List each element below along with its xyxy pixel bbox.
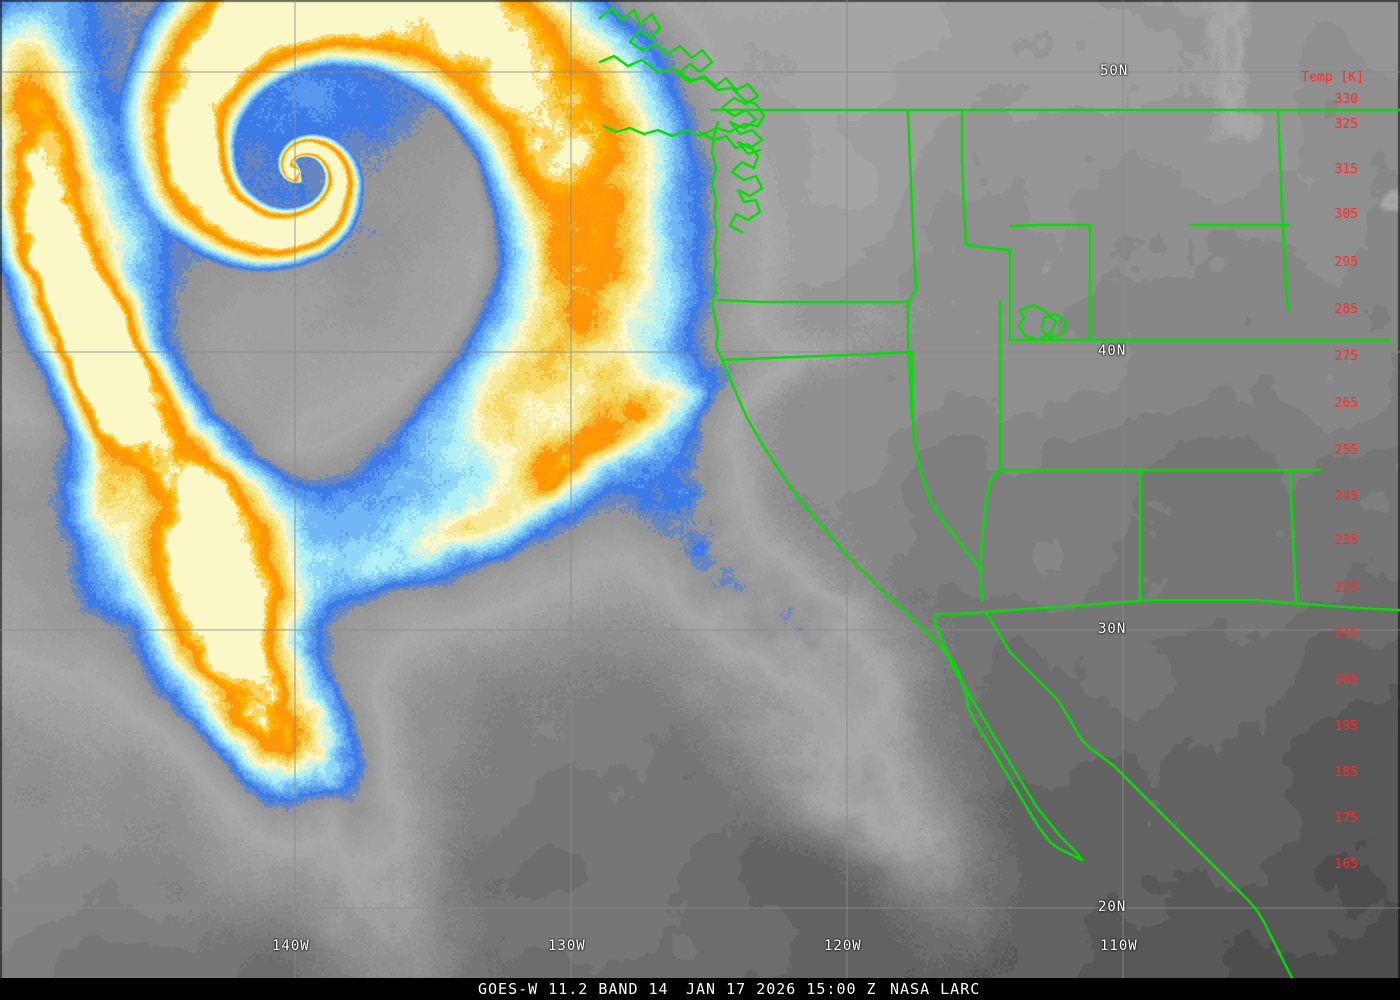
- lat-label-40n: 40N: [1098, 343, 1127, 359]
- lat-label-20n: 20N: [1098, 899, 1127, 915]
- lat-label-50n: 50N: [1100, 63, 1129, 79]
- colorbar-tick-235: 235: [1334, 533, 1358, 548]
- colorbar-tick-315: 315: [1334, 162, 1358, 177]
- colorbar-tick-245: 245: [1334, 489, 1358, 504]
- caption-credit: NASA LARC: [890, 980, 981, 998]
- colorbar-tick-215: 215: [1334, 627, 1358, 642]
- lat-label-30n: 30N: [1098, 621, 1127, 637]
- temperature-colorbar: Temp [K] 330 325 315 305 295 285 275 265 255 245 2…: [1300, 0, 1400, 1000]
- colorbar-tick-185: 185: [1334, 765, 1358, 780]
- colorbar-tick-195: 195: [1334, 719, 1358, 734]
- colorbar-tick-295: 295: [1334, 255, 1358, 270]
- colorbar-tick-205: 205: [1334, 673, 1358, 688]
- colorbar-tick-255: 255: [1334, 443, 1358, 458]
- colorbar-tick-305: 305: [1334, 207, 1358, 222]
- colorbar-tick-225: 225: [1334, 581, 1358, 596]
- lon-label-140w: 140W: [272, 938, 310, 954]
- caption-bar: GOES-W 11.2 BAND 14 JAN 17 2026 15:00 Z …: [0, 978, 1400, 1000]
- colorbar-tick-330: 330: [1334, 92, 1358, 107]
- colorbar-tick-175: 175: [1334, 811, 1358, 826]
- caption-datetime: JAN 17 2026 15:00 Z: [686, 980, 877, 998]
- lon-label-130w: 130W: [548, 938, 586, 954]
- lon-label-110w: 110W: [1100, 938, 1138, 954]
- colorbar-title: Temp [K]: [1301, 70, 1364, 85]
- colorbar-tick-265: 265: [1334, 396, 1358, 411]
- colorbar-tick-275: 275: [1334, 349, 1358, 364]
- lon-label-120w: 120W: [824, 938, 862, 954]
- colorbar-tick-325: 325: [1334, 117, 1358, 132]
- colorbar-tick-165: 165: [1334, 857, 1358, 872]
- caption-instrument: GOES-W 11.2 BAND 14: [478, 980, 669, 998]
- colorbar-tick-285: 285: [1334, 302, 1358, 317]
